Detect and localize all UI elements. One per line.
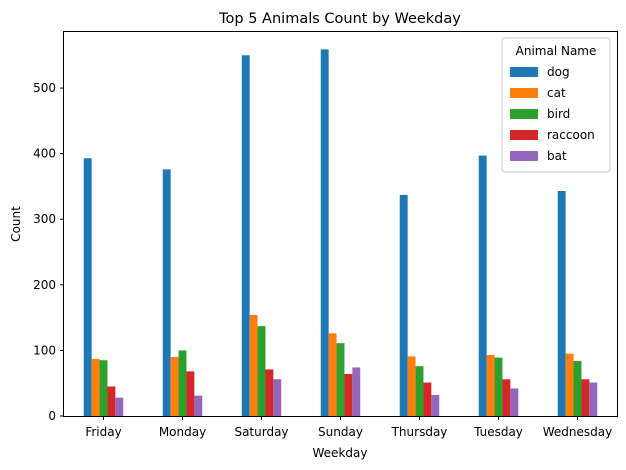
- legend-swatch-cat: [510, 88, 538, 98]
- bar-bird-tuesday: [494, 357, 503, 416]
- bar-dog-saturday: [241, 55, 250, 417]
- bar-raccoon-sunday: [344, 374, 353, 416]
- legend-swatch-raccoon: [510, 130, 538, 140]
- bars-layer: [83, 49, 598, 417]
- x-axis: Friday Monday Saturday Sunday Thursday Tuesda…: [85, 416, 612, 439]
- bar-bird-saturday: [257, 326, 266, 416]
- bar-raccoon-friday: [107, 386, 116, 416]
- x-tick-label: Sunday: [318, 425, 363, 439]
- legend-swatch-dog: [510, 67, 538, 77]
- y-tick-label: 400: [33, 147, 56, 161]
- legend-label-bird: bird: [547, 107, 570, 121]
- plot-frame: [63, 31, 618, 417]
- x-tick-label: Wednesday: [543, 425, 612, 439]
- y-tick-label: 100: [33, 343, 56, 357]
- bar-bird-monday: [178, 350, 187, 416]
- legend-label-cat: cat: [547, 86, 566, 100]
- y-tick-label: 200: [33, 278, 56, 292]
- legend-label-bat: bat: [547, 149, 567, 163]
- bar-dog-tuesday: [478, 155, 487, 416]
- bar-cat-thursday: [407, 356, 416, 416]
- bar-cat-wednesday: [565, 353, 574, 416]
- y-axis: 0 100 200 300 400 500: [33, 81, 64, 423]
- bar-dog-wednesday: [557, 191, 566, 416]
- bar-dog-thursday: [399, 194, 408, 416]
- bar-dog-monday: [162, 169, 171, 416]
- bar-raccoon-saturday: [265, 369, 274, 416]
- bar-raccoon-wednesday: [581, 379, 590, 416]
- bar-cat-monday: [170, 356, 179, 416]
- bar-raccoon-tuesday: [502, 379, 511, 416]
- bar-bat-tuesday: [510, 388, 519, 416]
- bar-cat-friday: [91, 358, 100, 416]
- legend-swatch-bat: [510, 151, 538, 161]
- legend-swatch-bird: [510, 109, 538, 119]
- bar-bat-wednesday: [589, 382, 598, 416]
- bar-bird-wednesday: [573, 360, 582, 416]
- x-tick-label: Friday: [85, 425, 121, 439]
- x-tick-label: Thursday: [391, 425, 448, 439]
- legend: Animal Name dog cat bird raccoon bat: [501, 37, 611, 173]
- bar-raccoon-monday: [186, 371, 195, 416]
- bar-bat-friday: [115, 397, 124, 416]
- x-tick-label: Monday: [159, 425, 206, 439]
- y-axis-label: Count: [9, 206, 23, 242]
- legend-title: Animal Name: [516, 44, 597, 58]
- bar-cat-tuesday: [486, 355, 495, 416]
- y-tick-label: 500: [33, 81, 56, 95]
- legend-label-dog: dog: [547, 65, 570, 79]
- y-tick-label: 0: [48, 409, 56, 423]
- x-tick-label: Saturday: [234, 425, 288, 439]
- chart-title: Top 5 Animals Count by Weekday: [218, 11, 461, 27]
- bar-bird-friday: [99, 360, 108, 416]
- x-tick-label: Tuesday: [473, 425, 523, 439]
- bar-cat-saturday: [249, 314, 258, 416]
- bar-bat-monday: [194, 395, 203, 416]
- bar-dog-friday: [83, 158, 92, 417]
- bar-bird-sunday: [336, 343, 345, 416]
- bar-dog-sunday: [320, 49, 329, 417]
- x-axis-label: Weekday: [313, 446, 368, 460]
- bar-bird-thursday: [415, 366, 424, 416]
- bar-bat-sunday: [352, 367, 361, 416]
- bar-bat-thursday: [431, 395, 440, 416]
- bar-cat-sunday: [328, 333, 337, 416]
- bar-bat-saturday: [273, 379, 282, 416]
- y-tick-label: 300: [33, 212, 56, 226]
- bar-raccoon-thursday: [423, 382, 432, 416]
- legend-label-raccoon: raccoon: [547, 128, 595, 142]
